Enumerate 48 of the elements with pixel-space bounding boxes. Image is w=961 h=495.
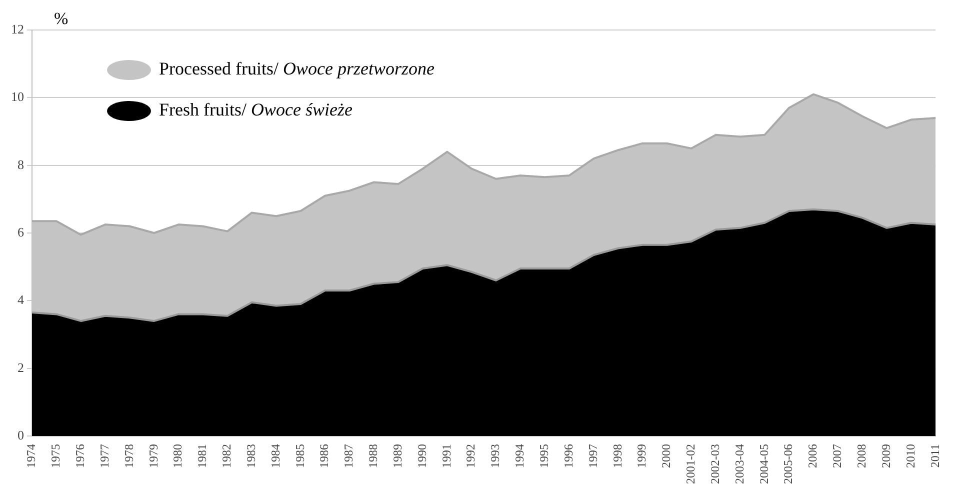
x-tick-label: 1989 [390, 444, 404, 468]
x-tick-label: 1992 [464, 444, 478, 468]
legend-label: Processed fruits/ Owoce przetworzone [159, 58, 434, 79]
x-tick-label: 1998 [610, 444, 624, 468]
x-tick-label: 1985 [292, 444, 307, 468]
x-tick-label: 1986 [317, 444, 332, 468]
x-tick-label: 2001-02 [684, 444, 698, 484]
x-tick-label: 2009 [878, 444, 893, 468]
x-tick-label: 1993 [488, 444, 502, 468]
x-tick-label: 2011 [928, 444, 942, 468]
x-tick-label: 1990 [414, 444, 429, 468]
x-tick-label: 1982 [220, 444, 234, 468]
y-axis-title: % [54, 8, 68, 28]
y-tick-label: 2 [18, 360, 24, 375]
x-tick-label: 1991 [439, 444, 454, 468]
x-tick-label: 1983 [244, 444, 258, 468]
x-tick-label: 2002-03 [708, 444, 722, 484]
x-tick-label: 1987 [342, 444, 356, 468]
x-tick-label: 1999 [634, 444, 649, 468]
x-tick-label: 1975 [48, 444, 63, 468]
y-tick-label: 10 [11, 89, 24, 104]
x-tick-label: 1988 [366, 444, 380, 468]
x-tick-label: 2010 [903, 444, 918, 468]
x-tick-label: 2005-06 [781, 444, 796, 484]
y-tick-label: 4 [18, 292, 24, 308]
x-tick-label: 1984 [268, 444, 282, 468]
x-tick-label: 2004-05 [756, 444, 771, 484]
x-tick-label: 1978 [122, 444, 136, 468]
x-tick-label: 2003-04 [732, 444, 746, 484]
x-tick-label: 1974 [24, 444, 38, 468]
x-tick-label: 2007 [830, 444, 844, 468]
x-tick-label: 1979 [146, 444, 160, 468]
y-tick-label: 8 [18, 156, 24, 172]
x-tick-label: 1981 [195, 444, 210, 468]
x-tick-label: 2008 [854, 444, 868, 468]
y-tick-label: 0 [18, 427, 24, 442]
x-tick-label: 1995 [537, 444, 552, 468]
legend-label: Fresh fruits/ Owoce świeże [159, 100, 352, 120]
x-tick-label: 1996 [561, 444, 576, 468]
x-tick-label: 1994 [512, 444, 527, 468]
x-tick-label: 1980 [170, 444, 185, 468]
x-tick-label: 2000 [659, 444, 674, 468]
x-tick-label: 1977 [97, 444, 112, 468]
y-tick-label: 6 [18, 224, 24, 240]
x-tick-label: 2006 [806, 444, 820, 468]
x-tick-label: 1976 [73, 444, 87, 468]
x-tick-label: 1997 [586, 444, 600, 468]
y-tick-label: 12 [11, 21, 24, 36]
